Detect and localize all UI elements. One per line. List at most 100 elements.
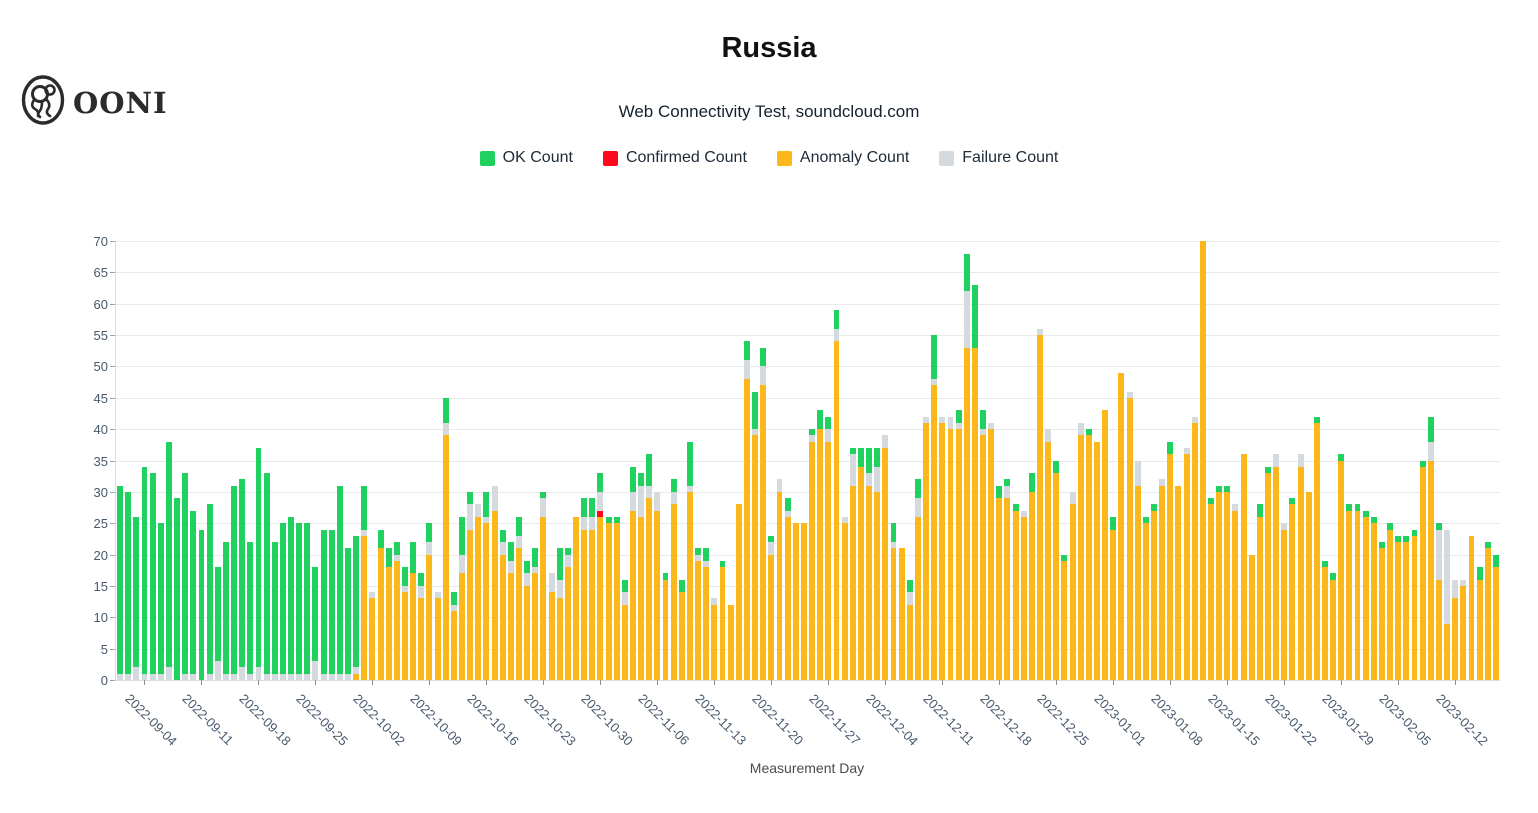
bar-2023-02-12[interactable] bbox=[1452, 241, 1459, 680]
bar-2022-09-25[interactable] bbox=[312, 241, 319, 680]
bar-2023-01-10[interactable] bbox=[1183, 241, 1190, 680]
bar-2023-01-22[interactable] bbox=[1281, 241, 1288, 680]
bar-2022-09-16[interactable] bbox=[239, 241, 246, 680]
bar-2023-01-05[interactable] bbox=[1142, 241, 1149, 680]
legend-item-ok[interactable]: OK Count bbox=[479, 149, 573, 167]
bar-2022-09-09[interactable] bbox=[182, 241, 189, 680]
bar-2022-12-03[interactable] bbox=[874, 241, 881, 680]
bar-2022-10-10[interactable] bbox=[434, 241, 441, 680]
bar-2022-10-04[interactable] bbox=[385, 241, 392, 680]
bar-2023-02-16[interactable] bbox=[1484, 241, 1491, 680]
bar-2023-01-28[interactable] bbox=[1330, 241, 1337, 680]
bar-2022-09-20[interactable] bbox=[271, 241, 278, 680]
bar-2022-10-20[interactable] bbox=[516, 241, 522, 680]
bar-2022-12-14[interactable] bbox=[963, 241, 970, 680]
bar-2023-01-06[interactable] bbox=[1151, 241, 1157, 680]
bar-2023-01-20[interactable] bbox=[1265, 241, 1271, 680]
bar-2022-09-07[interactable] bbox=[165, 241, 172, 680]
bar-2022-10-06[interactable] bbox=[402, 241, 408, 680]
bar-2023-02-06[interactable] bbox=[1403, 241, 1410, 680]
bar-2022-12-07[interactable] bbox=[906, 241, 913, 680]
bar-2022-09-04[interactable] bbox=[141, 241, 148, 680]
bar-2022-12-16[interactable] bbox=[980, 241, 986, 680]
bar-2022-11-24[interactable] bbox=[800, 241, 807, 680]
bar-2022-11-03[interactable] bbox=[629, 241, 636, 680]
bar-2022-12-11[interactable] bbox=[939, 241, 946, 680]
bar-2022-12-21[interactable] bbox=[1020, 241, 1027, 680]
bar-2023-01-12[interactable] bbox=[1199, 241, 1206, 680]
bar-2022-09-08[interactable] bbox=[174, 241, 181, 680]
bar-2022-12-31[interactable] bbox=[1102, 241, 1109, 680]
bar-2022-11-21[interactable] bbox=[776, 241, 783, 680]
bar-2022-11-30[interactable] bbox=[849, 241, 856, 680]
bar-2022-11-12[interactable] bbox=[703, 241, 710, 680]
bar-2022-10-13[interactable] bbox=[459, 241, 465, 680]
bar-2023-02-15[interactable] bbox=[1476, 241, 1483, 680]
bar-2022-09-11[interactable] bbox=[198, 241, 205, 680]
bar-2022-09-17[interactable] bbox=[247, 241, 254, 680]
bar-2022-10-25[interactable] bbox=[556, 241, 563, 680]
bar-2023-01-03[interactable] bbox=[1126, 241, 1133, 680]
bar-2022-12-28[interactable] bbox=[1077, 241, 1084, 680]
bar-2022-12-15[interactable] bbox=[971, 241, 978, 680]
bar-2022-09-12[interactable] bbox=[206, 241, 213, 680]
bar-2022-10-11[interactable] bbox=[442, 241, 449, 680]
bar-2022-11-07[interactable] bbox=[662, 241, 669, 680]
bar-2022-10-18[interactable] bbox=[499, 241, 506, 680]
bar-2022-12-04[interactable] bbox=[882, 241, 889, 680]
bar-2022-11-02[interactable] bbox=[621, 241, 628, 680]
bar-2022-12-13[interactable] bbox=[955, 241, 962, 680]
bar-2022-09-24[interactable] bbox=[304, 241, 311, 680]
bar-2022-10-09[interactable] bbox=[426, 241, 433, 680]
bar-2022-09-05[interactable] bbox=[149, 241, 156, 680]
bar-2022-12-19[interactable] bbox=[1004, 241, 1011, 680]
bar-2023-02-01[interactable] bbox=[1362, 241, 1369, 680]
bar-2022-10-21[interactable] bbox=[524, 241, 531, 680]
bar-2022-10-19[interactable] bbox=[507, 241, 514, 680]
bar-2022-11-04[interactable] bbox=[638, 241, 645, 680]
bar-2022-12-24[interactable] bbox=[1045, 241, 1052, 680]
legend-item-confirmed[interactable]: Confirmed Count bbox=[602, 149, 747, 167]
bar-2022-10-31[interactable] bbox=[605, 241, 612, 680]
bar-2022-09-02[interactable] bbox=[125, 241, 132, 680]
bar-2023-01-23[interactable] bbox=[1289, 241, 1296, 680]
bar-2023-01-15[interactable] bbox=[1224, 241, 1231, 680]
bar-2022-12-22[interactable] bbox=[1028, 241, 1035, 680]
bar-2022-09-10[interactable] bbox=[190, 241, 197, 680]
bar-2023-01-17[interactable] bbox=[1240, 241, 1247, 680]
bar-2023-01-14[interactable] bbox=[1216, 241, 1223, 680]
bar-2023-02-05[interactable] bbox=[1395, 241, 1402, 680]
bar-2023-01-26[interactable] bbox=[1313, 241, 1320, 680]
bar-2022-12-09[interactable] bbox=[923, 241, 929, 680]
bar-2023-02-04[interactable] bbox=[1387, 241, 1394, 680]
bar-2022-10-24[interactable] bbox=[548, 241, 555, 680]
bar-2022-12-06[interactable] bbox=[898, 241, 905, 680]
bar-2022-11-28[interactable] bbox=[833, 241, 840, 680]
bar-2023-01-29[interactable] bbox=[1338, 241, 1345, 680]
bar-2022-11-10[interactable] bbox=[686, 241, 693, 680]
bar-2022-09-21[interactable] bbox=[279, 241, 286, 680]
bar-2022-11-19[interactable] bbox=[760, 241, 767, 680]
bar-2023-02-13[interactable] bbox=[1460, 241, 1467, 680]
bar-2023-02-09[interactable] bbox=[1427, 241, 1434, 680]
bar-2022-09-19[interactable] bbox=[263, 241, 270, 680]
bar-2022-09-28[interactable] bbox=[336, 241, 343, 680]
bar-2022-12-25[interactable] bbox=[1053, 241, 1060, 680]
bar-2022-10-14[interactable] bbox=[467, 241, 474, 680]
bar-2022-10-15[interactable] bbox=[475, 241, 482, 680]
bar-2022-11-27[interactable] bbox=[825, 241, 832, 680]
bar-2022-10-16[interactable] bbox=[483, 241, 490, 680]
bar-2022-11-22[interactable] bbox=[784, 241, 791, 680]
bar-2022-11-29[interactable] bbox=[841, 241, 848, 680]
bar-2023-02-14[interactable] bbox=[1468, 241, 1475, 680]
bar-2022-12-29[interactable] bbox=[1085, 241, 1092, 680]
bar-2022-10-23[interactable] bbox=[540, 241, 547, 680]
bar-2022-12-27[interactable] bbox=[1069, 241, 1076, 680]
bar-2022-12-05[interactable] bbox=[890, 241, 897, 680]
bar-2023-01-08[interactable] bbox=[1167, 241, 1174, 680]
bar-2022-11-25[interactable] bbox=[809, 241, 816, 680]
bar-2022-09-14[interactable] bbox=[222, 241, 229, 680]
bar-2022-10-30[interactable] bbox=[597, 241, 604, 680]
bar-2023-01-02[interactable] bbox=[1118, 241, 1125, 680]
bar-2022-12-12[interactable] bbox=[947, 241, 954, 680]
